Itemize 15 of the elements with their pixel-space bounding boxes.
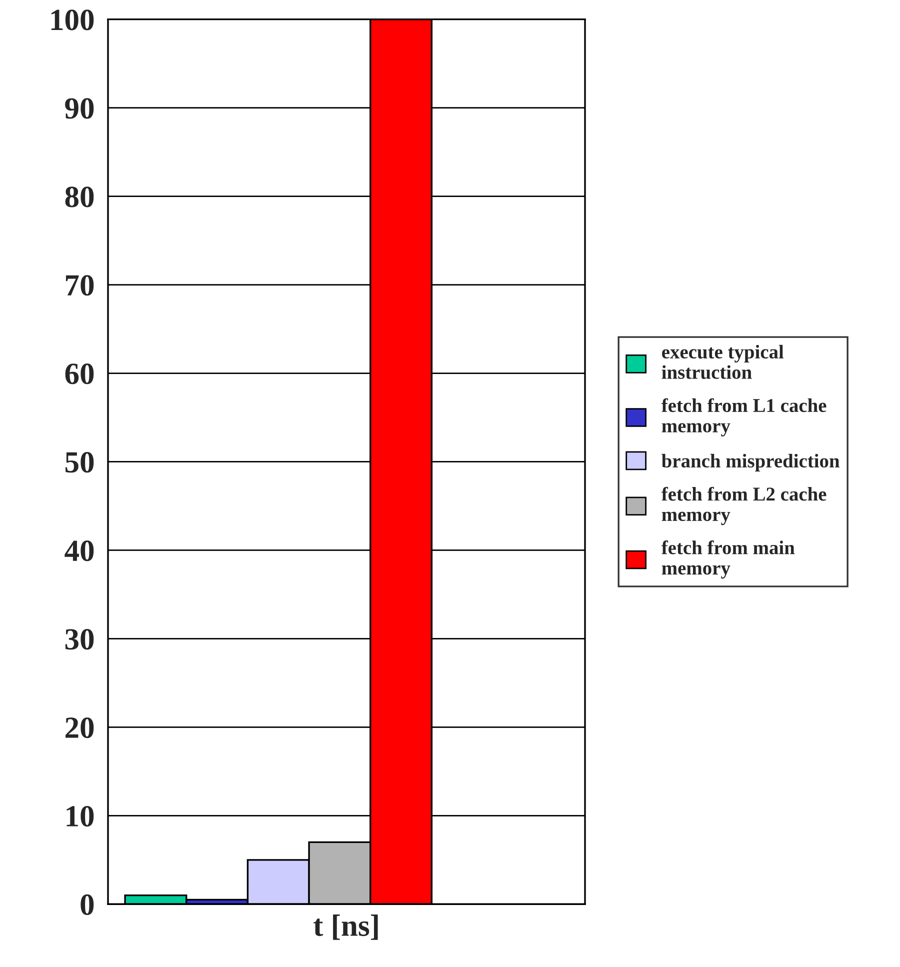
y-tick-label: 100 — [51, 10, 94, 30]
y-tick-label: 20 — [66, 717, 94, 738]
legend-label: branch misprediction — [662, 454, 840, 472]
y-tick-label: 90 — [65, 98, 94, 119]
x-axis-title: t [ns] — [313, 914, 378, 940]
legend-label: execute typical instruction — [662, 344, 784, 379]
legend-label: fetch from main memory — [661, 540, 795, 579]
y-tick-label: 60 — [65, 364, 94, 384]
y-tick-label: 40 — [64, 540, 94, 562]
y-tick-label: 50 — [65, 452, 94, 473]
y-tick-label: 80 — [65, 186, 94, 208]
y-tick-label: 30 — [65, 628, 94, 650]
y-tick-label: 0 — [80, 894, 94, 916]
y-tick-label: 10 — [66, 806, 94, 827]
y-tick-label: 70 — [66, 275, 94, 296]
